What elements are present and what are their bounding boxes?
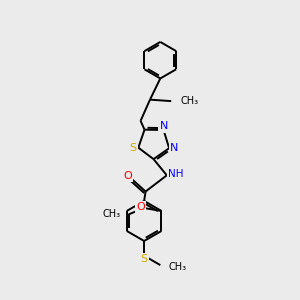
Text: O: O (136, 202, 145, 212)
Text: S: S (141, 254, 148, 264)
Text: N: N (170, 143, 178, 153)
Text: N: N (159, 122, 168, 131)
Text: O: O (124, 171, 132, 181)
Text: CH₃: CH₃ (103, 209, 121, 220)
Text: NH: NH (168, 169, 184, 179)
Text: CH₃: CH₃ (181, 96, 199, 106)
Text: S: S (130, 143, 136, 153)
Text: CH₃: CH₃ (169, 262, 187, 272)
